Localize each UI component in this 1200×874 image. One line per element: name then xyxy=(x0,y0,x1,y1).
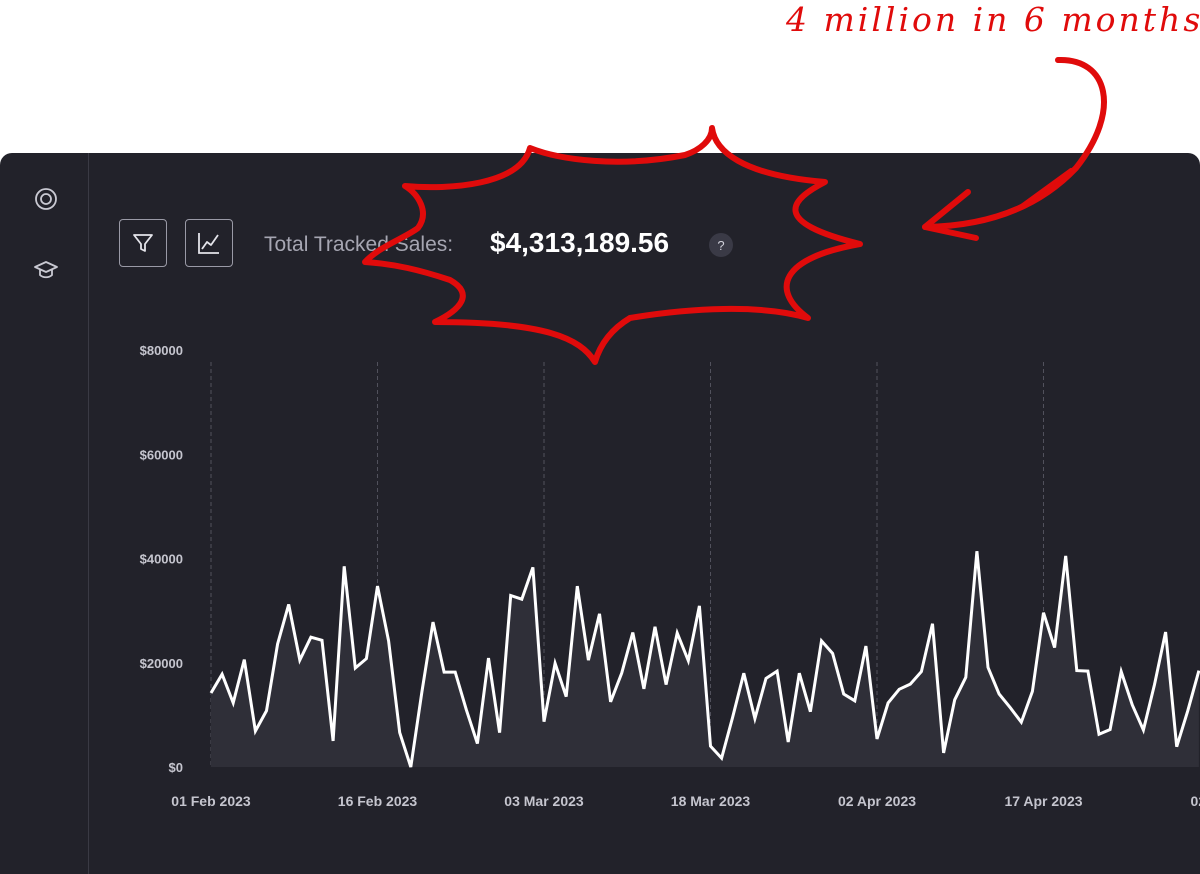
x-tick-label: 16 Feb 2023 xyxy=(338,793,418,809)
x-tick-label: 02 Apr 2023 xyxy=(838,793,916,809)
filter-button[interactable] xyxy=(119,219,167,267)
sales-area xyxy=(211,551,1199,767)
filter-icon xyxy=(133,234,153,252)
x-tick-label: 01 Feb 2023 xyxy=(171,793,251,809)
y-tick-label: $40000 xyxy=(140,552,183,567)
y-tick-label: $20000 xyxy=(140,656,183,671)
annotation-text: 4 million in 6 months xyxy=(786,0,1200,39)
y-tick-label: $0 xyxy=(169,760,183,775)
sales-line xyxy=(209,551,1200,768)
x-tick-label: 18 Mar 2023 xyxy=(671,793,751,809)
x-tick-label: 02 Ma xyxy=(1191,793,1200,809)
x-tick-label: 03 Mar 2023 xyxy=(504,793,584,809)
y-tick-label: $80000 xyxy=(140,343,183,358)
x-tick-label: 17 Apr 2023 xyxy=(1004,793,1082,809)
y-tick-label: $60000 xyxy=(140,447,183,462)
graduation-cap-icon[interactable] xyxy=(32,256,60,284)
line-chart-icon xyxy=(198,233,219,254)
chart-view-button[interactable] xyxy=(185,219,233,267)
sidebar-rail xyxy=(0,153,89,874)
target-icon[interactable] xyxy=(32,185,60,213)
